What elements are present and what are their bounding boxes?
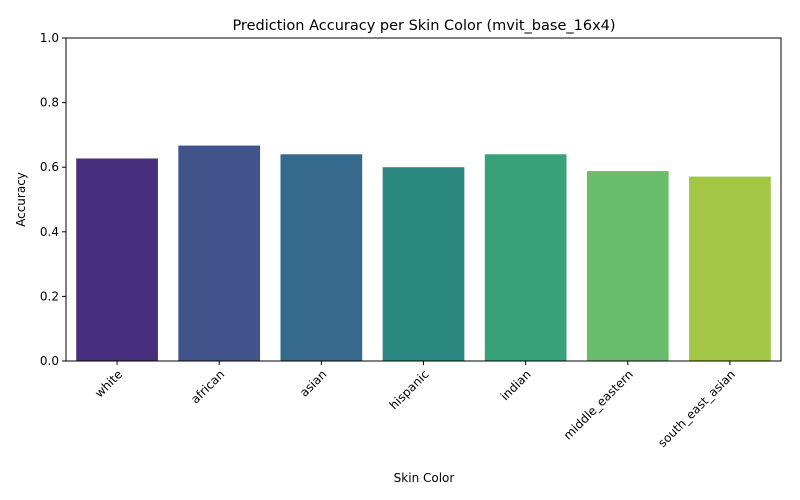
x-tick-label: south_east_asian [655,367,738,450]
bar-white [76,158,158,361]
y-tick-label: 0.4 [40,225,59,239]
y-tick-label: 0.0 [40,354,59,368]
x-tick-label: white [92,367,125,400]
x-tick-label: middle_eastern [561,367,636,442]
x-tick-label: hispanic [387,367,432,412]
bar-indian [484,154,567,361]
y-tick-label: 0.2 [40,289,59,303]
bar-asian [280,154,363,361]
bar-south_east_asian [689,176,771,361]
y-axis-label: Accuracy [14,172,28,227]
bars [76,145,771,361]
y-tick-label: 1.0 [40,31,59,45]
plot-frame [65,37,782,362]
chart-title: Prediction Accuracy per Skin Color (mvit… [232,18,615,34]
y-tick-label: 0.6 [40,160,59,174]
x-axis-ticks: white african asian hispanic indian middle_ea… [92,361,738,450]
y-tick-label: 0.8 [40,96,59,110]
x-tick-label: indian [498,367,534,403]
x-axis-label: Skin Color [394,471,455,485]
y-axis-ticks: 0.0 0.2 0.4 0.6 0.8 1.0 [40,31,66,368]
bar-middle_eastern [586,171,669,361]
x-tick-label: african [188,367,227,406]
bar-hispanic [382,167,465,361]
bar-african [178,145,261,361]
x-tick-label: asian [297,367,329,399]
